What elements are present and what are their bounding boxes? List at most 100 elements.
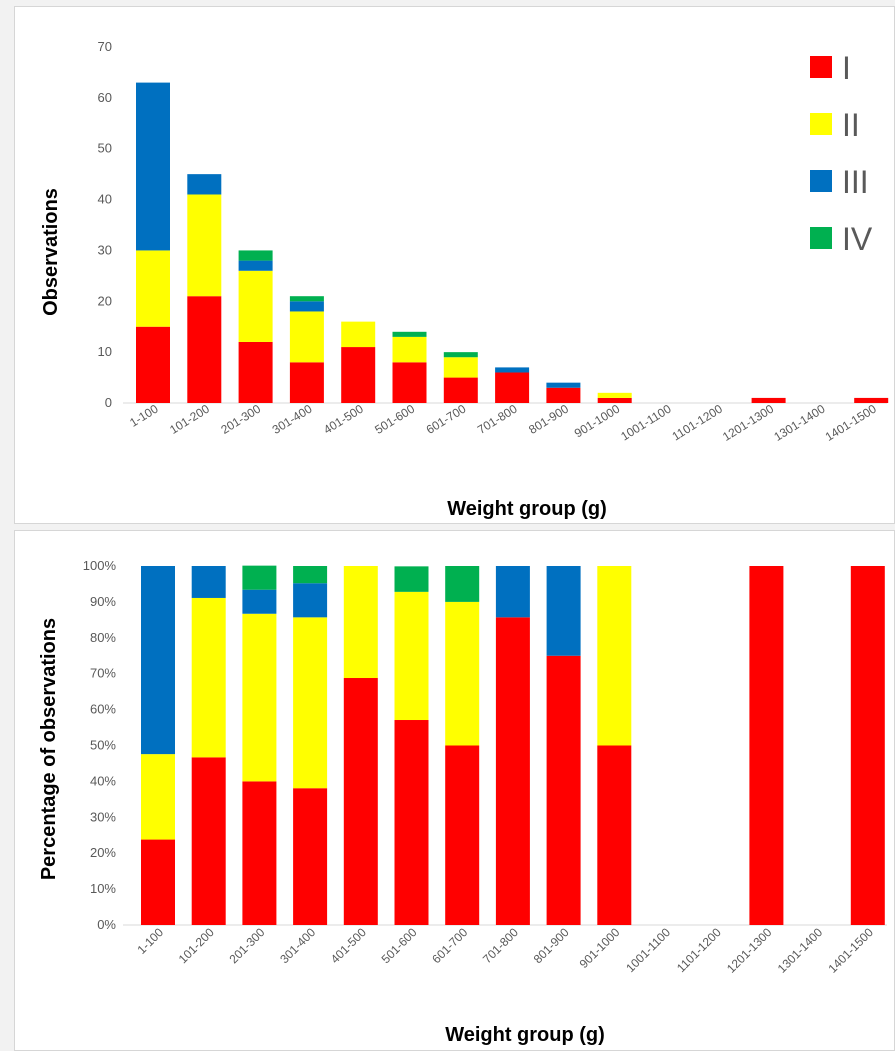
bar-101-200-series-iii <box>187 174 222 195</box>
x-tick-label-601-700: 601-700 <box>424 402 469 437</box>
bar-601-700-series-i <box>443 377 478 403</box>
bar-901-1000-series-ii <box>597 566 632 746</box>
legend-swatch-ii <box>810 113 832 135</box>
bar-101-200-series-ii <box>191 597 226 758</box>
x-tick-label-901-1000: 901-1000 <box>577 925 623 971</box>
y-tick-label-20: 20% <box>90 845 116 860</box>
bar-201-300-series-iv <box>238 250 273 261</box>
x-tick-label-701-800: 701-800 <box>475 402 520 437</box>
bar-601-700-series-ii <box>445 601 480 746</box>
x-tick-label-1101-1200: 1101-1200 <box>670 402 726 444</box>
bar-201-300-series-iv <box>242 565 277 590</box>
bar-901-1000-series-i <box>597 745 632 925</box>
bar-101-200-series-i <box>191 757 226 925</box>
x-tick-label-701-800: 701-800 <box>480 925 521 966</box>
y-tick-label-50: 50% <box>90 738 116 753</box>
bar-201-300-series-ii <box>242 613 277 782</box>
y-axis-title: Observations <box>40 188 62 316</box>
x-tick-label-1301-1400: 1301-1400 <box>775 925 826 976</box>
y-tick-label-90: 90% <box>90 594 116 609</box>
bar-301-400-series-iii <box>293 583 328 618</box>
legend-swatch-iv <box>810 227 832 249</box>
bar-1-100-series-iii <box>141 566 175 755</box>
legend-label-ii: II <box>842 107 860 143</box>
x-tick-label-401-500: 401-500 <box>328 925 369 966</box>
bar-701-800-series-i <box>495 617 530 925</box>
bar-901-1000-series-ii <box>597 392 632 398</box>
bar-401-500-series-i <box>341 347 376 403</box>
y-tick-label-100: 100% <box>83 558 117 573</box>
x-tick-label-201-300: 201-300 <box>218 402 263 437</box>
x-tick-label-501-600: 501-600 <box>372 402 417 437</box>
x-tick-label-101-200: 101-200 <box>167 402 212 437</box>
bar-1-100-series-ii <box>141 754 175 840</box>
bar-301-400-series-ii <box>293 617 328 789</box>
bar-301-400-series-iii <box>289 301 324 312</box>
y-axis-title: Percentage of observations <box>38 618 60 880</box>
bar-1-100-series-iii <box>136 82 170 251</box>
bar-1401-1500-series-i <box>854 397 889 403</box>
bar-1401-1500-series-i <box>850 566 885 925</box>
bar-701-800-series-iii <box>495 367 530 373</box>
bar-701-800-series-iii <box>495 566 530 618</box>
bar-401-500-series-ii <box>343 566 378 679</box>
bar-301-400-series-i <box>293 788 328 925</box>
bar-201-300-series-ii <box>238 270 273 342</box>
y-tick-label-60: 60% <box>90 702 116 717</box>
legend-swatch-i <box>810 56 832 78</box>
bar-101-200-series-ii <box>187 194 222 297</box>
x-tick-label-1101-1200: 1101-1200 <box>674 925 724 975</box>
y-tick-label-50: 50 <box>98 141 112 156</box>
bar-1-100-series-ii <box>136 250 170 327</box>
y-tick-label-40: 40% <box>90 773 116 788</box>
bar-201-300-series-iii <box>238 260 273 271</box>
x-tick-label-601-700: 601-700 <box>429 925 470 966</box>
x-tick-label-101-200: 101-200 <box>176 925 217 966</box>
x-tick-label-1001-1100: 1001-1100 <box>623 925 673 975</box>
percentage-chart: 0% 10% 20% 30% 40% 50% 60% 70% 80% 90% 100% 1-100 10… <box>38 558 887 1046</box>
bar-101-200-series-i <box>187 296 222 403</box>
bar-901-1000-series-i <box>597 397 632 403</box>
y-tick-label-10: 10% <box>90 881 116 896</box>
bar-601-700-series-iv <box>443 352 478 358</box>
bar-501-600-series-i <box>392 362 427 403</box>
bar-1-100-series-i <box>141 839 175 925</box>
bar-601-700-series-ii <box>443 357 478 378</box>
bar-1201-1300-series-i <box>751 397 786 403</box>
x-tick-label-1201-1300: 1201-1300 <box>724 925 775 976</box>
bar-801-900-series-i <box>546 387 581 403</box>
x-tick-label-1-100: 1-100 <box>135 925 167 957</box>
y-tick-label-70: 70% <box>90 666 116 681</box>
bar-101-200-series-iii <box>191 566 226 598</box>
x-tick-label-1401-1500: 1401-1500 <box>825 925 876 976</box>
legend-label-iii: III <box>842 164 869 200</box>
y-tick-label-60: 60 <box>98 90 112 105</box>
bar-201-300-series-i <box>242 781 277 925</box>
bar-501-600-series-iv <box>392 331 427 337</box>
bar-501-600-series-ii <box>394 591 429 721</box>
bar-201-300-series-iii <box>242 589 277 614</box>
x-tick-label-301-400: 301-400 <box>277 925 318 966</box>
legend-swatch-iii <box>810 170 832 192</box>
x-tick-label-201-300: 201-300 <box>226 925 267 966</box>
x-tick-label-1001-1100: 1001-1100 <box>618 402 674 444</box>
y-tick-label-20: 20 <box>98 293 112 308</box>
x-tick-label-801-900: 801-900 <box>531 925 572 966</box>
y-tick-label-70: 70 <box>98 39 112 54</box>
x-tick-label-501-600: 501-600 <box>379 925 420 966</box>
legend-label-iv: IV <box>842 221 873 257</box>
legend-label-i: I <box>842 50 851 86</box>
bar-601-700-series-iv <box>445 566 480 602</box>
bar-1201-1300-series-i <box>749 566 784 925</box>
percentage-chart-panel: 0% 10% 20% 30% 40% 50% 60% 70% 80% 90% 100% 1-100 10… <box>14 530 895 1051</box>
x-tick-label-1301-1400: 1301-1400 <box>771 402 827 444</box>
bar-701-800-series-i <box>495 372 530 403</box>
y-tick-label-10: 10 <box>98 344 112 359</box>
y-tick-label-30: 30% <box>90 809 116 824</box>
x-tick-label-1-100: 1-100 <box>127 402 161 430</box>
observations-chart: 0 10 20 30 40 50 60 70 1-100 101-200 201-300 301-40… <box>40 39 889 520</box>
observations-chart-panel: 0 10 20 30 40 50 60 70 1-100 101-200 201-300 301-40… <box>14 6 895 524</box>
y-tick-label-80: 80% <box>90 630 116 645</box>
bar-201-300-series-i <box>238 341 273 403</box>
bar-301-400-series-ii <box>289 311 324 363</box>
